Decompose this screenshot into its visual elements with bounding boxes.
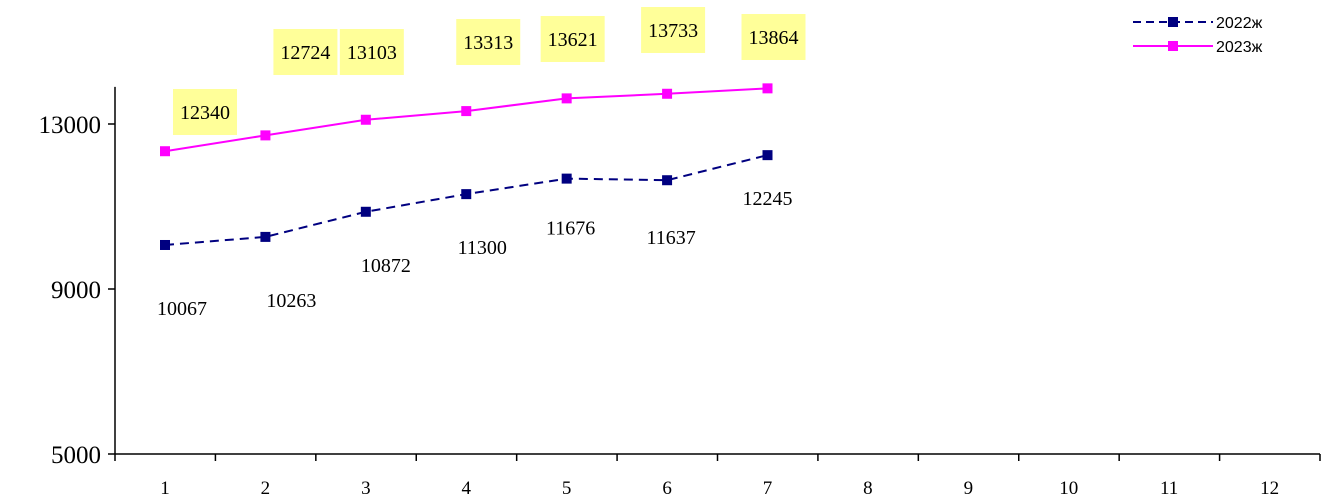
x-tick-label: 3	[361, 478, 371, 498]
x-tick-label: 8	[863, 478, 873, 498]
series-1-point	[561, 173, 572, 184]
legend-marker-2	[1168, 41, 1178, 51]
series-2-data-label: 12340	[180, 102, 230, 124]
x-tick-label: 4	[462, 478, 472, 498]
x-tick-label: 5	[562, 478, 572, 498]
series-1-data-label: 11300	[458, 237, 507, 259]
series-2-point	[561, 93, 572, 104]
series-2-point	[662, 88, 673, 99]
series-2-point	[360, 114, 371, 125]
series-2-data-label-box	[173, 89, 237, 135]
series-1-point	[461, 189, 472, 200]
series-1-data-label: 11637	[646, 227, 695, 249]
series-2-data-label-box	[273, 29, 338, 75]
x-tick-label: 11	[1160, 478, 1178, 498]
series-1-point	[160, 239, 170, 250]
x-tick-label: 7	[763, 478, 773, 498]
series-2-data-label: 13864	[749, 27, 799, 49]
x-tick-label: 1	[160, 478, 170, 498]
y-tick-label: 5000	[51, 442, 101, 469]
legend-marker-1	[1168, 17, 1178, 27]
series-2-point	[260, 130, 271, 141]
x-tick-label: 2	[261, 478, 271, 498]
series-line-2	[164, 87, 768, 153]
series-2-data-label-box	[456, 19, 521, 65]
series-2-point	[762, 83, 773, 94]
series-2-data-label: 13733	[648, 20, 698, 42]
series-2-data-label: 13313	[463, 32, 513, 54]
legend-label-1: 2022ж	[1216, 15, 1263, 32]
series-2-data-label-box	[540, 16, 605, 62]
series-1-data-label: 10263	[266, 290, 316, 312]
series-2-point	[461, 106, 472, 117]
x-tick-label: 6	[662, 478, 672, 498]
series-layer	[160, 83, 773, 250]
legend: 2022ж 2023ж	[1133, 15, 1263, 56]
x-tick-label: 10	[1059, 478, 1078, 498]
series-2-data-label-box	[741, 14, 806, 60]
legend-label-2: 2023ж	[1216, 39, 1263, 56]
series-1-point	[360, 206, 371, 217]
x-tick-label: 9	[964, 478, 974, 498]
series-2-point	[160, 146, 170, 157]
series-2-data-label-box	[641, 7, 706, 53]
y-tick-label: 13000	[39, 112, 102, 139]
series-1-data-label: 10067	[157, 298, 207, 320]
series-1-point	[260, 231, 271, 242]
series-2-data-label: 12724	[280, 42, 330, 64]
x-tick-label: 12	[1260, 478, 1279, 498]
series-2-data-label: 13621	[548, 29, 598, 51]
data-labels: 10067 10263 10872 11300 11676 11637 12245 12340…	[157, 7, 806, 320]
series-1-point	[662, 175, 673, 186]
y-tick-label: 9000	[51, 277, 101, 304]
series-1-data-label: 10872	[361, 255, 411, 277]
series-2-data-label-box	[339, 29, 404, 75]
series-1-data-label: 11676	[546, 218, 595, 240]
series-2-data-label: 13103	[347, 42, 397, 64]
series-1-point	[762, 150, 773, 161]
series-1-data-label: 12245	[743, 188, 793, 210]
